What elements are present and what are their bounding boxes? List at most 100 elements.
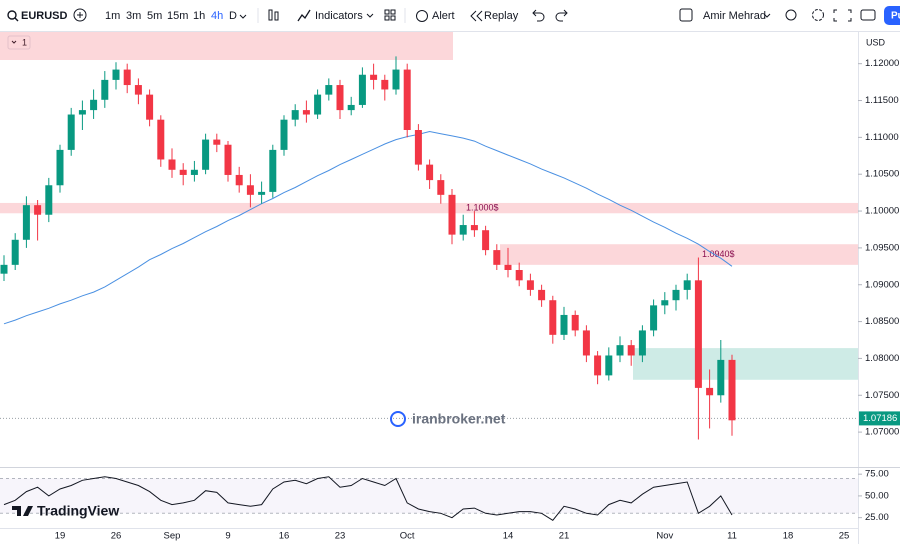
candle-body [706,387,714,396]
candle-body [190,169,198,175]
pane-legend-chevron [11,40,17,44]
add-symbol-icon [77,12,83,18]
interval[interactable]: 1m [105,10,120,22]
undo[interactable] [532,9,545,22]
candle-body [482,230,490,251]
candle-body [694,280,702,388]
candle-body [90,99,98,111]
currency[interactable]: USD [866,37,886,47]
toolbar: EURUSD 1m 3m 5m 15m 1h 4h D Indicators A… [0,6,900,32]
candle-body [67,114,75,150]
rsi-tick-label: 25.00 [865,512,889,523]
moving-average [3,130,733,325]
candle-body [661,300,669,306]
time-tick-label: 23 [335,531,346,542]
time-tick-label: Oct [400,531,415,542]
candle-body [549,300,557,335]
layout-icon[interactable] [384,9,396,21]
candle-body [571,314,579,331]
candle-body [202,139,210,170]
settings[interactable] [812,9,824,21]
publish-button[interactable] [884,6,900,25]
chevron[interactable] [763,13,771,18]
candle-body [370,74,378,80]
price-tick-label: 1.11000 [865,132,899,143]
time-tick-label: 19 [55,531,66,542]
zone [633,348,858,380]
interval-active[interactable]: 4h [211,10,223,22]
candle-body [213,139,221,145]
candle-body [403,69,411,130]
watermark: iranbroker.net [390,411,506,427]
zones: 1.1000$ 1.0940$ [0,32,858,380]
candle-body [605,355,613,376]
zone-label: 1.0940$ [702,249,735,259]
redo[interactable] [555,9,568,22]
rsi-band [0,478,858,514]
interval[interactable]: 15m [167,10,188,22]
candle-body [112,69,120,80]
add-symbol[interactable] [73,8,87,22]
replay-button[interactable]: Replay [484,10,519,22]
time-tick-label: Nov [656,531,673,542]
candle-body [616,345,624,356]
candle-body [235,174,243,186]
alert-icon[interactable] [416,10,428,22]
fullscreen[interactable] [833,9,852,22]
candle-body [246,185,254,195]
candle-body [56,149,64,186]
alert-button[interactable]: Alert [432,10,455,22]
candle-body [493,250,501,265]
time-tick-label: 26 [111,531,122,542]
candle-body [157,119,165,160]
candle-body [0,264,8,274]
candle-body [269,149,277,192]
indicators-button[interactable]: Indicators [315,10,363,22]
interval[interactable]: 3m [126,10,141,22]
replay-icon[interactable] [470,10,483,22]
time-tick-label: Sep [164,531,181,542]
candle-body [538,289,546,301]
candle-body [224,144,232,175]
interval[interactable]: D [229,10,237,22]
layout-checkbox[interactable] [679,8,693,22]
snapshot[interactable] [860,9,876,21]
search-icon[interactable] [7,10,17,20]
chevron[interactable] [366,13,374,18]
candle-body [526,280,534,290]
candle-body [325,85,333,95]
candle-body [291,110,299,120]
quick-search[interactable] [785,9,797,21]
chevron[interactable] [239,14,247,19]
logo-text: TradingView [37,503,119,519]
candle-body [34,205,42,215]
time-tick-label: 14 [503,531,514,542]
indicators-icon[interactable] [297,9,311,22]
time-tick-label: 16 [279,531,290,542]
rsi-line [3,476,733,521]
interval[interactable]: 1h [193,10,205,22]
candle-body [437,180,445,195]
watermark-text: iranbroker.net [412,411,506,427]
candle-body [414,130,422,165]
symbol[interactable]: EURUSD [21,10,68,22]
candle-body [168,159,176,170]
user-name[interactable]: Amir Mehrad [703,10,766,22]
price-tick-label: 1.09000 [865,279,899,290]
candle-body [672,289,680,301]
price-tick-label: 1.07000 [865,427,899,438]
price-tick-label: 1.09500 [865,242,899,253]
price-tick-label: 1.08000 [865,353,899,364]
candle-body [582,330,590,356]
interval[interactable]: 5m [147,10,162,22]
pane-legend[interactable] [7,35,31,50]
logo: TradingView [12,503,119,519]
candle-body [358,74,366,105]
candle-body [504,264,512,270]
candle-body [459,225,467,235]
chart-type-icon[interactable] [268,9,273,21]
logo-mark [12,506,33,516]
candle-body [11,239,19,265]
last-price-box [859,411,900,426]
